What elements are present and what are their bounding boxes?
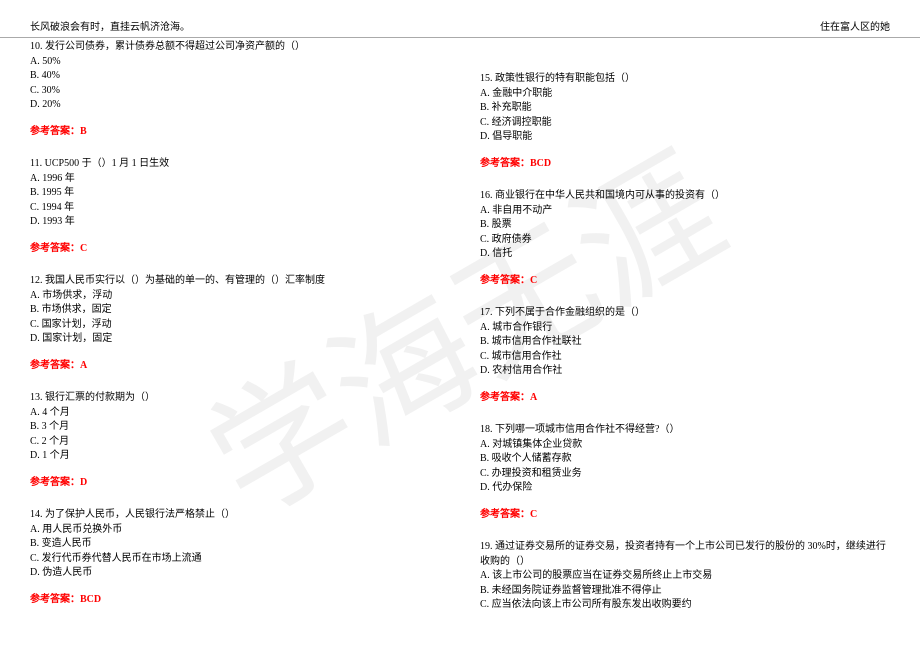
answer-value: BCD [80,594,101,605]
answer-label: 参考答案： [30,594,80,605]
option: A. 市场供求，浮动 [30,289,440,304]
question-block: 10. 发行公司债券，累计债券总额不得超过公司净资产额的（）A. 50%B. 4… [30,40,440,139]
answer-line: 参考答案：BCD [30,593,440,608]
question-text: 17. 下列不属于合作金融组织的是（） [480,306,890,321]
answer-value: BCD [530,158,551,169]
answer-label: 参考答案： [30,360,80,371]
answer-value: C [530,509,537,520]
question-block: 11. UCP500 于（）1 月 1 日生效A. 1996 年B. 1995 … [30,157,440,256]
option: A. 50% [30,55,440,70]
option: B. 城市信用合作社联社 [480,335,890,350]
question-block: 18. 下列哪一项城市信用合作社不得经营?（）A. 对城镇集体企业贷款B. 吸收… [480,423,890,522]
option: A. 用人民币兑换外币 [30,523,440,538]
option: D. 1 个月 [30,449,440,464]
answer-line: 参考答案：A [30,359,440,374]
answer-label: 参考答案： [30,243,80,254]
question-block: 12. 我国人民币实行以（）为基础的单一的、有管理的（）汇率制度A. 市场供求，… [30,274,440,373]
question-text: 11. UCP500 于（）1 月 1 日生效 [30,157,440,172]
option: D. 信托 [480,247,890,262]
option: C. 发行代币券代替人民币在市场上流通 [30,552,440,567]
right-column: 15. 政策性银行的特有职能包括（）A. 金融中介职能B. 补充职能C. 经济调… [460,40,890,631]
question-block: 15. 政策性银行的特有职能包括（）A. 金融中介职能B. 补充职能C. 经济调… [480,40,890,171]
answer-line: 参考答案：C [30,242,440,257]
option: C. 办理投资和租赁业务 [480,467,890,482]
option: D. 农村信用合作社 [480,364,890,379]
answer-value: A [80,360,87,371]
question-text: 18. 下列哪一项城市信用合作社不得经营?（） [480,423,890,438]
answer-label: 参考答案： [480,158,530,169]
option: C. 2 个月 [30,435,440,450]
option: A. 4 个月 [30,406,440,421]
question-block: 19. 通过证券交易所的证券交易，投资者持有一个上市公司已发行的股份的 30%时… [480,540,890,613]
option: C. 经济调控职能 [480,116,890,131]
answer-label: 参考答案： [480,392,530,403]
answer-line: 参考答案：BCD [480,157,890,172]
option: A. 城市合作银行 [480,321,890,336]
page-header: 长风破浪会有时，直挂云帆济沧海。 住在富人区的她 [0,0,920,38]
option: B. 补充职能 [480,101,890,116]
option: B. 未经国务院证券监督管理批准不得停止 [480,584,890,599]
question-block: 13. 银行汇票的付款期为（）A. 4 个月B. 3 个月C. 2 个月D. 1… [30,391,440,490]
answer-line: 参考答案：C [480,274,890,289]
option: B. 市场供求，固定 [30,303,440,318]
question-text: 15. 政策性银行的特有职能包括（） [480,72,890,87]
question-text: 14. 为了保护人民币，人民银行法严格禁止（） [30,508,440,523]
answer-label: 参考答案： [480,509,530,520]
header-right: 住在富人区的她 [820,18,890,33]
option: C. 30% [30,84,440,99]
question-text: 12. 我国人民币实行以（）为基础的单一的、有管理的（）汇率制度 [30,274,440,289]
answer-label: 参考答案： [30,126,80,137]
option: C. 城市信用合作社 [480,350,890,365]
option: C. 政府债券 [480,233,890,248]
option: B. 40% [30,69,440,84]
answer-value: C [80,243,87,254]
answer-line: 参考答案：A [480,391,890,406]
option: B. 股票 [480,218,890,233]
answer-line: 参考答案：B [30,125,440,140]
answer-value: A [530,392,537,403]
option: D. 伪造人民币 [30,566,440,581]
option: D. 1993 年 [30,215,440,230]
option: B. 1995 年 [30,186,440,201]
left-column: 10. 发行公司债券，累计债券总额不得超过公司净资产额的（）A. 50%B. 4… [30,40,460,631]
answer-line: 参考答案：C [480,508,890,523]
question-text: 16. 商业银行在中华人民共和国境内可从事的投资有（） [480,189,890,204]
option: A. 非自用不动产 [480,204,890,219]
option: B. 吸收个人储蓄存款 [480,452,890,467]
question-text: 13. 银行汇票的付款期为（） [30,391,440,406]
answer-line: 参考答案：D [30,476,440,491]
option: A. 1996 年 [30,172,440,187]
answer-value: B [80,126,87,137]
answer-label: 参考答案： [30,477,80,488]
option: B. 3 个月 [30,420,440,435]
question-block: 16. 商业银行在中华人民共和国境内可从事的投资有（）A. 非自用不动产B. 股… [480,189,890,288]
option: A. 对城镇集体企业贷款 [480,438,890,453]
answer-label: 参考答案： [480,275,530,286]
answer-value: D [80,477,87,488]
option: B. 变造人民币 [30,537,440,552]
question-text: 19. 通过证券交易所的证券交易，投资者持有一个上市公司已发行的股份的 30%时… [480,540,890,569]
option: C. 1994 年 [30,201,440,216]
question-block: 17. 下列不属于合作金融组织的是（）A. 城市合作银行B. 城市信用合作社联社… [480,306,890,405]
answer-value: C [530,275,537,286]
option: A. 该上市公司的股票应当在证券交易所终止上市交易 [480,569,890,584]
option: C. 国家计划，浮动 [30,318,440,333]
question-text: 10. 发行公司债券，累计债券总额不得超过公司净资产额的（） [30,40,440,55]
option: D. 国家计划，固定 [30,332,440,347]
content-area: 10. 发行公司债券，累计债券总额不得超过公司净资产额的（）A. 50%B. 4… [0,38,920,631]
option: A. 金融中介职能 [480,87,890,102]
option: C. 应当依法向该上市公司所有股东发出收购要约 [480,598,890,613]
question-block: 14. 为了保护人民币，人民银行法严格禁止（）A. 用人民币兑换外币B. 变造人… [30,508,440,607]
option: D. 代办保险 [480,481,890,496]
option: D. 20% [30,98,440,113]
header-left: 长风破浪会有时，直挂云帆济沧海。 [30,18,190,33]
option: D. 倡导职能 [480,130,890,145]
